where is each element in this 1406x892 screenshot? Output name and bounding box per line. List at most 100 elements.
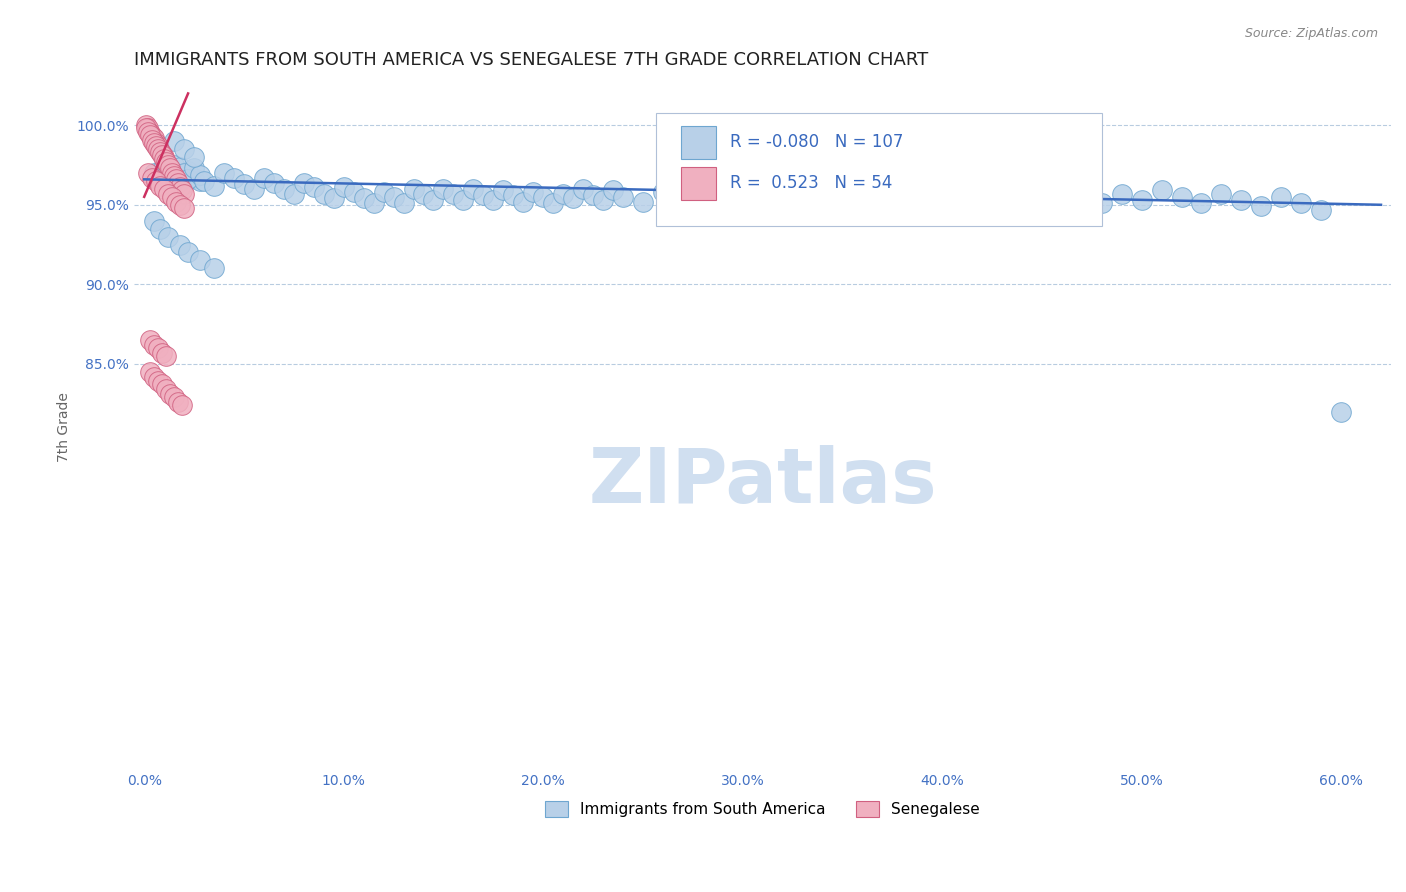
Text: Source: ZipAtlas.com: Source: ZipAtlas.com	[1244, 27, 1378, 40]
Point	[136, 166, 159, 180]
Point	[872, 190, 894, 204]
Point	[472, 188, 495, 202]
Point	[553, 186, 575, 201]
Point	[1191, 196, 1213, 211]
Point	[970, 190, 993, 204]
Point	[432, 182, 454, 196]
Point	[1111, 186, 1133, 201]
Point	[163, 134, 186, 148]
Point	[160, 190, 183, 204]
Point	[1289, 196, 1312, 211]
Point	[143, 213, 166, 227]
Point	[202, 261, 225, 276]
Point	[332, 180, 354, 194]
Point	[169, 168, 191, 182]
Point	[169, 198, 191, 212]
Text: IMMIGRANTS FROM SOUTH AMERICA VS SENEGALESE 7TH GRADE CORRELATION CHART: IMMIGRANTS FROM SOUTH AMERICA VS SENEGAL…	[134, 51, 928, 69]
Point	[143, 166, 166, 180]
Point	[582, 188, 605, 202]
Point	[402, 182, 425, 196]
Point	[146, 374, 169, 388]
Point	[672, 191, 695, 205]
Point	[991, 180, 1014, 194]
Point	[463, 182, 485, 196]
Point	[139, 365, 162, 379]
Point	[143, 131, 166, 145]
Point	[283, 186, 305, 201]
Point	[1031, 177, 1053, 191]
FancyBboxPatch shape	[655, 113, 1102, 226]
Point	[1050, 184, 1073, 198]
Point	[512, 194, 534, 209]
Point	[177, 164, 200, 178]
Point	[273, 182, 295, 196]
Point	[193, 174, 215, 188]
Point	[692, 182, 714, 196]
Point	[165, 194, 187, 209]
Point	[891, 180, 914, 194]
Point	[149, 178, 172, 193]
Point	[173, 177, 195, 191]
Bar	[681, 126, 716, 159]
Point	[146, 142, 169, 156]
Point	[160, 166, 183, 180]
Point	[831, 177, 853, 191]
Point	[572, 182, 595, 196]
Point	[502, 188, 524, 202]
Point	[139, 126, 162, 140]
Y-axis label: 7th Grade: 7th Grade	[58, 392, 72, 462]
Point	[153, 158, 176, 172]
Point	[1330, 404, 1353, 418]
Point	[1150, 184, 1173, 198]
Point	[1130, 193, 1153, 207]
Point	[159, 161, 181, 176]
Point	[173, 186, 195, 201]
Point	[150, 148, 173, 162]
Point	[149, 145, 172, 160]
Point	[522, 185, 544, 199]
Point	[602, 184, 624, 198]
Point	[243, 182, 266, 196]
Point	[363, 196, 385, 211]
Point	[157, 158, 180, 172]
Point	[157, 162, 180, 177]
Point	[149, 169, 172, 183]
Point	[136, 125, 159, 139]
Point	[149, 144, 172, 158]
Point	[353, 191, 375, 205]
Point	[157, 162, 180, 177]
Point	[911, 186, 934, 201]
Point	[143, 136, 166, 150]
Point	[1310, 202, 1333, 217]
Point	[139, 333, 162, 347]
Point	[322, 191, 344, 205]
Point	[772, 190, 794, 204]
Point	[188, 168, 211, 182]
Point	[163, 169, 186, 183]
Point	[422, 193, 444, 207]
Text: ZIPatlas: ZIPatlas	[588, 445, 936, 519]
Point	[155, 154, 177, 169]
Point	[159, 387, 181, 401]
Point	[155, 382, 177, 396]
Text: R = -0.080   N = 107: R = -0.080 N = 107	[730, 133, 903, 152]
Point	[183, 170, 205, 185]
Point	[1270, 190, 1292, 204]
Point	[169, 180, 191, 194]
Point	[157, 229, 180, 244]
Point	[183, 161, 205, 176]
Point	[950, 184, 973, 198]
Point	[792, 180, 814, 194]
Point	[157, 186, 180, 201]
Point	[492, 184, 515, 198]
Point	[163, 169, 186, 183]
Point	[145, 174, 167, 188]
Point	[612, 190, 634, 204]
Point	[167, 176, 190, 190]
Point	[155, 349, 177, 363]
Point	[141, 132, 163, 146]
Point	[153, 182, 176, 196]
Point	[149, 221, 172, 235]
Point	[169, 160, 191, 174]
Point	[172, 184, 194, 198]
